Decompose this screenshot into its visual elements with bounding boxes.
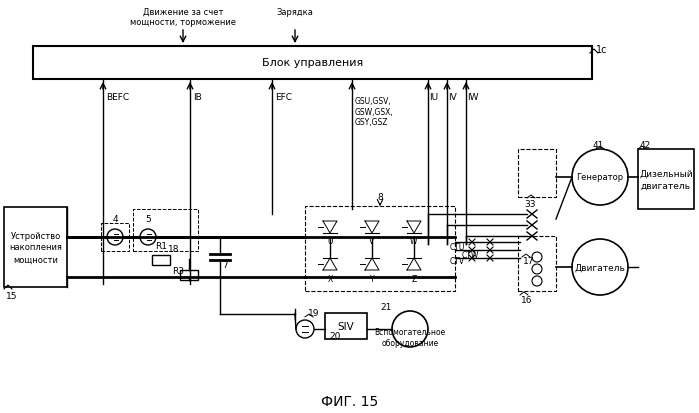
Text: ФИГ. 15: ФИГ. 15 — [322, 394, 379, 408]
Text: 4: 4 — [112, 214, 118, 223]
Text: W: W — [410, 237, 418, 246]
Text: V: V — [369, 237, 375, 246]
Text: IB: IB — [193, 92, 202, 101]
Bar — [101, 223, 129, 252]
Text: Дизельный
двигатель: Дизельный двигатель — [639, 169, 693, 190]
Circle shape — [532, 264, 542, 274]
Circle shape — [107, 230, 123, 245]
Text: 15: 15 — [6, 291, 17, 300]
Bar — [133, 209, 198, 252]
Circle shape — [532, 276, 542, 286]
Text: 41: 41 — [592, 141, 604, 150]
Text: EFC: EFC — [275, 92, 292, 101]
Text: Z: Z — [412, 274, 417, 283]
Text: 1c: 1c — [596, 45, 607, 55]
Text: 17: 17 — [523, 257, 535, 266]
Text: U: U — [327, 237, 333, 246]
Text: 21: 21 — [380, 302, 391, 311]
Text: Генератор: Генератор — [577, 173, 624, 182]
Text: 8: 8 — [377, 192, 383, 202]
Text: IU: IU — [429, 92, 438, 101]
Text: 18: 18 — [168, 245, 180, 254]
Circle shape — [296, 320, 314, 338]
Circle shape — [572, 150, 628, 206]
Bar — [152, 255, 170, 266]
Text: SIV: SIV — [338, 321, 354, 331]
Bar — [4, 207, 67, 287]
Text: Y: Y — [370, 274, 374, 283]
Text: 7: 7 — [222, 261, 228, 270]
Text: IW: IW — [467, 92, 479, 101]
Text: Блок управления: Блок управления — [262, 58, 363, 68]
Text: Вспомогательное
оборудование: Вспомогательное оборудование — [375, 327, 446, 347]
Bar — [33, 47, 592, 80]
Text: R3: R3 — [172, 267, 184, 276]
Bar — [638, 150, 694, 209]
Circle shape — [392, 311, 428, 347]
Bar — [180, 271, 198, 280]
Bar — [518, 236, 556, 291]
Text: 16: 16 — [521, 295, 533, 304]
Bar — [518, 150, 556, 197]
Text: IV: IV — [448, 92, 456, 101]
Circle shape — [532, 252, 542, 262]
Text: Двигатель: Двигатель — [575, 263, 626, 272]
Text: GSU,GSV,
GSW,GSX,
GSY,GSZ: GSU,GSV, GSW,GSX, GSY,GSZ — [355, 97, 394, 127]
Text: 20: 20 — [329, 331, 340, 340]
Text: R1: R1 — [155, 242, 167, 251]
Text: CTV: CTV — [450, 257, 465, 266]
Text: CTW: CTW — [462, 250, 480, 259]
Circle shape — [140, 230, 156, 245]
Text: 42: 42 — [640, 141, 651, 150]
Text: BEFC: BEFC — [106, 92, 129, 101]
Text: 33: 33 — [524, 199, 535, 209]
Circle shape — [572, 240, 628, 295]
Text: Устройство
накопления
мощности: Устройство накопления мощности — [9, 231, 62, 263]
Text: Зарядка: Зарядка — [277, 8, 313, 17]
Text: X: X — [327, 274, 333, 283]
Text: Движение за счет
мощности, торможение: Движение за счет мощности, торможение — [130, 8, 236, 27]
Bar — [305, 206, 455, 291]
Text: CTU: CTU — [450, 243, 466, 252]
Text: 5: 5 — [145, 214, 151, 223]
Text: 19: 19 — [308, 308, 319, 317]
Bar — [325, 313, 367, 339]
